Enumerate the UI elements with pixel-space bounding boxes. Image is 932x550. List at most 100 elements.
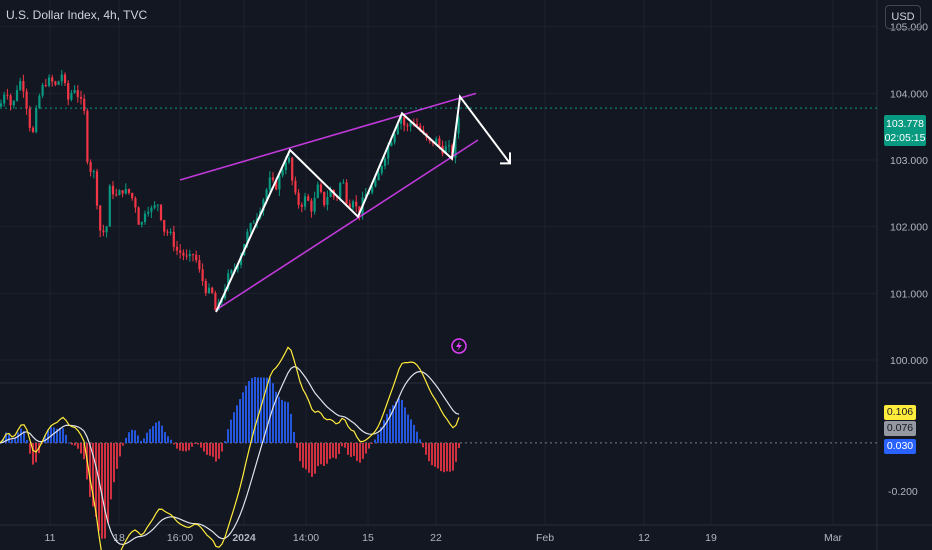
candle-body: [204, 281, 207, 294]
histogram-bar: [272, 383, 274, 443]
currency-selector[interactable]: USD: [885, 5, 921, 29]
candle-body: [9, 95, 12, 106]
histogram-bar: [197, 442, 199, 445]
price-tick-label: 105.000: [890, 22, 928, 34]
histogram-bar: [218, 442, 220, 459]
candle-body: [6, 94, 9, 96]
candle-body: [73, 90, 76, 93]
histogram-bar: [380, 427, 382, 443]
histogram-bar: [89, 442, 91, 497]
candle-body: [60, 74, 63, 82]
time-tick-label: 11: [45, 532, 56, 544]
histogram-bar: [329, 442, 331, 459]
candle-body: [419, 125, 422, 131]
candle-body: [38, 95, 41, 109]
candle-body: [313, 197, 316, 212]
candle-body: [364, 194, 367, 198]
candle-body: [345, 182, 348, 204]
price-tick-label: 102.000: [890, 222, 928, 234]
candle-body: [102, 230, 105, 233]
histogram-bar: [206, 442, 208, 455]
candle-body: [111, 185, 115, 195]
time-tick-label: 2024: [232, 532, 256, 544]
candle-body: [227, 273, 230, 289]
time-tick-label: 12: [638, 532, 650, 544]
histogram-bar: [326, 442, 328, 464]
histogram-bar: [293, 431, 295, 443]
candle-body: [86, 110, 89, 162]
candle-body: [131, 192, 134, 199]
histogram-bar: [185, 442, 187, 452]
price-tick-label: 104.000: [890, 88, 928, 100]
candle-body: [262, 199, 265, 211]
histogram-bar: [125, 437, 127, 443]
candle-body: [214, 292, 217, 311]
histogram-bar: [170, 439, 172, 443]
candle-body: [137, 207, 140, 225]
candle-body: [169, 231, 172, 233]
histogram-bar: [347, 442, 349, 455]
macd-value-badge: 0.106: [884, 405, 916, 420]
histogram-bar: [188, 442, 190, 451]
candle-body: [383, 158, 387, 167]
candle-body: [115, 194, 118, 196]
candle-body: [268, 177, 271, 190]
candle-body: [403, 116, 406, 126]
histogram-bar: [389, 408, 391, 443]
histogram-bar: [416, 431, 418, 443]
histogram-bar: [92, 442, 94, 507]
histogram-bar: [29, 442, 31, 454]
histogram-bar: [419, 439, 421, 443]
histogram-bar: [149, 429, 151, 443]
zigzag-pattern: [215, 94, 511, 313]
histogram-bar: [299, 442, 301, 462]
histogram-bar: [443, 442, 445, 473]
candle-body: [377, 173, 380, 181]
histogram-bar: [158, 421, 160, 443]
candle-body: [390, 142, 393, 146]
candle-body: [3, 94, 6, 104]
candle-body: [323, 191, 326, 205]
candle-body: [342, 182, 345, 184]
histogram-bar: [68, 442, 70, 444]
candle-body: [348, 203, 351, 208]
candle-body: [175, 246, 179, 251]
candle-body: [35, 108, 38, 132]
candle-body: [63, 74, 67, 84]
histogram-bar: [143, 438, 145, 443]
histogram-bar: [440, 442, 442, 472]
histogram-bar: [212, 442, 214, 457]
candle-body: [19, 81, 22, 90]
histogram-bar: [404, 407, 406, 443]
time-tick-label: Feb: [536, 532, 554, 544]
lightning-bolt-icon: [456, 341, 462, 351]
histogram-bar: [104, 442, 106, 539]
candle-body: [198, 260, 201, 270]
candle-body: [99, 205, 102, 231]
histogram-bar: [110, 442, 112, 500]
candle-body: [329, 190, 332, 198]
histogram-bar: [383, 420, 385, 443]
candle-body: [15, 89, 19, 101]
candle-body: [326, 197, 329, 205]
histogram-bar: [344, 442, 346, 448]
histogram-bar: [176, 442, 178, 449]
histogram-bar: [458, 442, 460, 449]
histogram-bar: [323, 442, 325, 466]
histogram-bar: [95, 442, 97, 517]
candle-body: [108, 185, 111, 227]
histogram-bar: [338, 442, 340, 455]
histogram-bar: [164, 432, 166, 443]
histogram-bar: [233, 412, 235, 443]
candle-body: [239, 255, 243, 265]
candle-body: [246, 231, 249, 245]
candle-body: [284, 162, 287, 171]
candle-body: [278, 175, 281, 190]
candle-body: [271, 177, 275, 180]
candle-body: [396, 123, 399, 135]
histogram-bar: [5, 432, 7, 443]
histogram-bar: [32, 442, 34, 465]
histogram-bar: [365, 442, 367, 454]
histogram-bar: [8, 433, 10, 443]
